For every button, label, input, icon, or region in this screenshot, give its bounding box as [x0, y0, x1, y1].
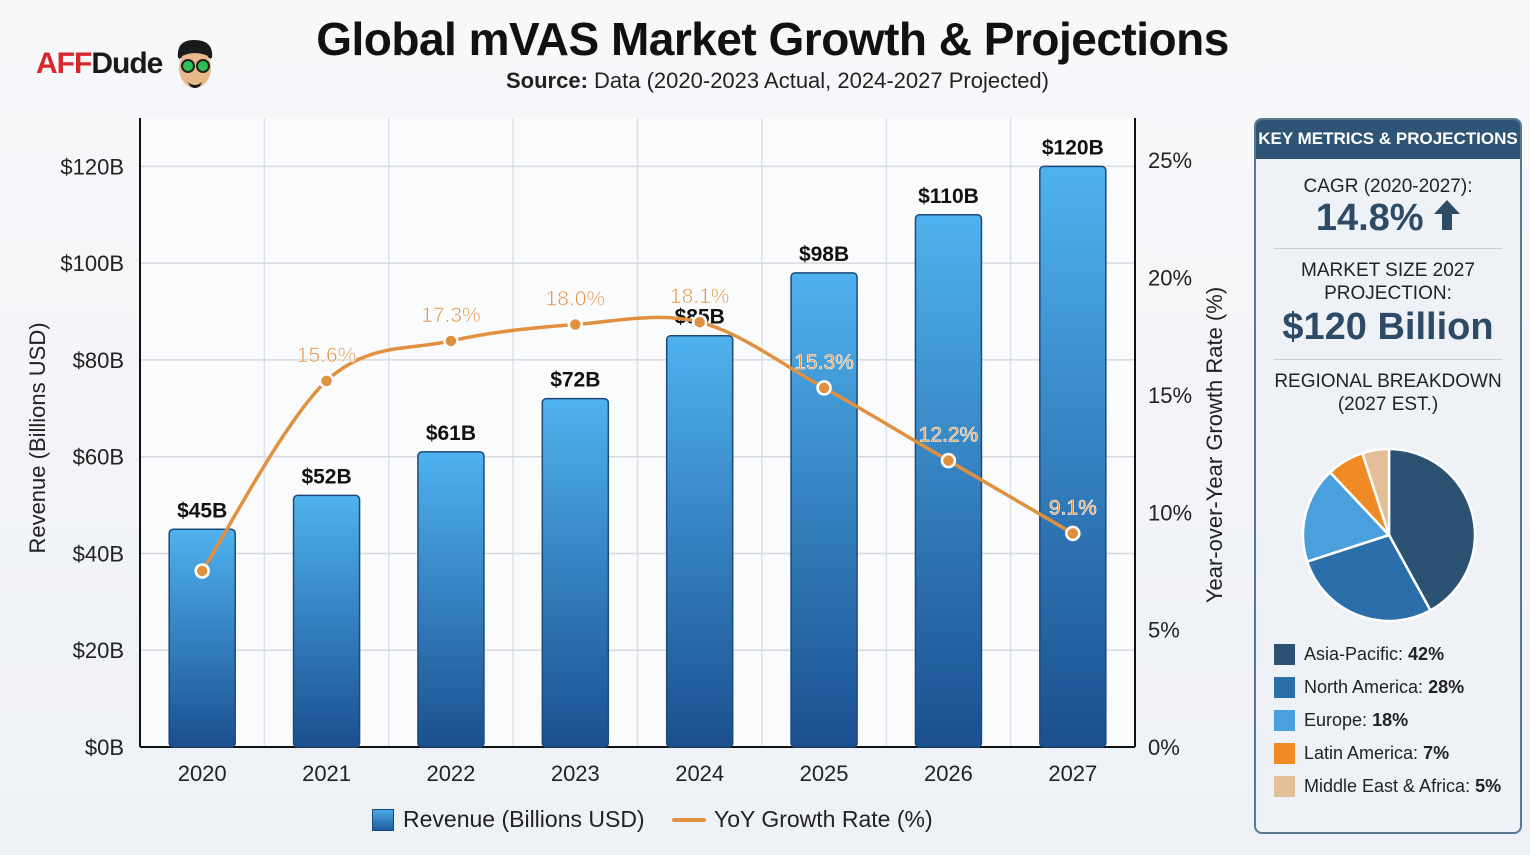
growth-point [816, 380, 832, 396]
revenue-bar [417, 451, 485, 748]
y2-tick-label: 0% [1148, 735, 1180, 760]
divider [1274, 248, 1502, 249]
y-tick-label: $120B [60, 154, 124, 179]
revenue-bar [168, 528, 236, 748]
legend-item-growth: YoY Growth Rate (%) [672, 806, 933, 833]
y-axis-label: Revenue (Billions USD) [25, 322, 50, 553]
y-tick-label: $60B [73, 445, 124, 470]
mascot-face-icon [177, 40, 212, 88]
legend-swatch [1274, 644, 1295, 665]
y2-tick-label: 25% [1148, 148, 1192, 173]
growth-value-label: 15.6% [297, 344, 357, 367]
y2-tick-label: 5% [1148, 618, 1180, 643]
legend-swatch [1274, 776, 1295, 797]
growth-point [1065, 525, 1081, 542]
pie-legend-item: Asia-Pacific: 42% [1274, 644, 1444, 665]
y-tick-label: $100B [60, 251, 124, 276]
revenue-bar [665, 334, 734, 748]
bar-value-label: $98B [799, 243, 849, 266]
bar-value-label: $110B [918, 185, 979, 208]
bar-value-label: $120B [1042, 136, 1104, 159]
growth-point [567, 316, 584, 333]
pie-slice [1387, 447, 1477, 613]
growth-point [443, 333, 459, 349]
chart-title: Global mVAS Market Growth & Projections [316, 13, 1229, 65]
regional-label: REGIONAL BREAKDOWN [1274, 371, 1502, 392]
bar-value-label: $72B [550, 369, 600, 392]
market-size-label-2: PROJECTION: [1324, 283, 1452, 304]
revenue-bar [292, 494, 361, 748]
growth-value-label: 12.2% [919, 424, 979, 447]
y2-tick-label: 10% [1148, 500, 1192, 525]
growth-point [194, 563, 210, 579]
bar-value-label: $45B [177, 499, 227, 522]
x-tick-label: 2024 [675, 761, 724, 786]
growth-value-label: 9.1% [1049, 496, 1097, 519]
panel-header: KEY METRICS & PROJECTIONS [1256, 120, 1520, 159]
key-metrics-panel: KEY METRICS & PROJECTIONS CAGR (2020-202… [1254, 118, 1522, 834]
market-size-value: $120 Billion [1282, 306, 1494, 348]
growth-point [691, 314, 708, 330]
pie-legend-item: North America: 28% [1274, 677, 1464, 698]
y-tick-label: $20B [73, 638, 124, 663]
x-tick-label: 2022 [426, 761, 475, 786]
chart-subtitle: Source: Data (2020-2023 Actual, 2024-202… [505, 68, 1049, 93]
legend-swatch-bar [372, 808, 394, 831]
pie-slice [1305, 533, 1433, 623]
x-tick-label: 2020 [178, 761, 227, 786]
growth-value-label: 15.3% [794, 351, 854, 374]
bar-value-label: $52B [301, 465, 351, 488]
revenue-bar [790, 272, 858, 748]
combo-chart: $0B $20B $40B $60B $80B $100B $120B 0% 5% 10% 15% 2… [25, 118, 1227, 786]
divider [1274, 359, 1502, 360]
y-tick-label: $80B [73, 348, 124, 373]
y2-tick-label: 20% [1148, 266, 1192, 291]
pie-legend-item: Latin America: 7% [1274, 743, 1449, 764]
y-tick-label: $40B [73, 541, 124, 566]
growth-value-label: 18.1% [670, 285, 730, 308]
regional-pie-chart [1301, 447, 1477, 623]
bar-value-label: $61B [426, 422, 476, 445]
legend-swatch-line [672, 817, 706, 822]
growth-value-label: 18.0% [546, 288, 606, 311]
growth-point [318, 373, 335, 389]
revenue-bar [1039, 165, 1107, 748]
cagr-value: 14.8% [1256, 198, 1520, 238]
arrow-up-icon [1434, 200, 1461, 230]
pie-legend-item: Europe: 18% [1274, 710, 1408, 731]
revenue-bar [914, 214, 983, 748]
x-tick-label: 2025 [800, 761, 849, 786]
y2-tick-label: 15% [1148, 383, 1192, 408]
x-tick-label: 2026 [924, 761, 973, 786]
growth-point [940, 452, 957, 469]
y2-axis-label: Year-over-Year Growth Rate (%) [1202, 287, 1227, 603]
logo: AFFDude [36, 38, 218, 92]
y-tick-label: $0B [85, 735, 124, 760]
growth-value-label: 17.3% [421, 304, 481, 327]
pie-slice [1360, 447, 1391, 536]
legend-swatch [1274, 677, 1295, 698]
legend-swatch [1274, 743, 1295, 764]
cagr-label: CAGR (2020-2027): [1303, 176, 1473, 197]
x-tick-label: 2021 [302, 761, 351, 786]
legend-swatch [1274, 710, 1295, 731]
x-tick-label: 2027 [1048, 761, 1097, 786]
market-size-label: MARKET SIZE 2027 [1301, 260, 1475, 281]
pie-legend-item: Middle East & Africa: 5% [1274, 776, 1501, 797]
pie-slice [1301, 470, 1392, 564]
regional-label-2: (2027 EST.) [1337, 394, 1439, 415]
x-tick-label: 2023 [551, 761, 600, 786]
legend-item-revenue: Revenue (Billions USD) [372, 806, 645, 833]
revenue-bar [541, 397, 610, 748]
